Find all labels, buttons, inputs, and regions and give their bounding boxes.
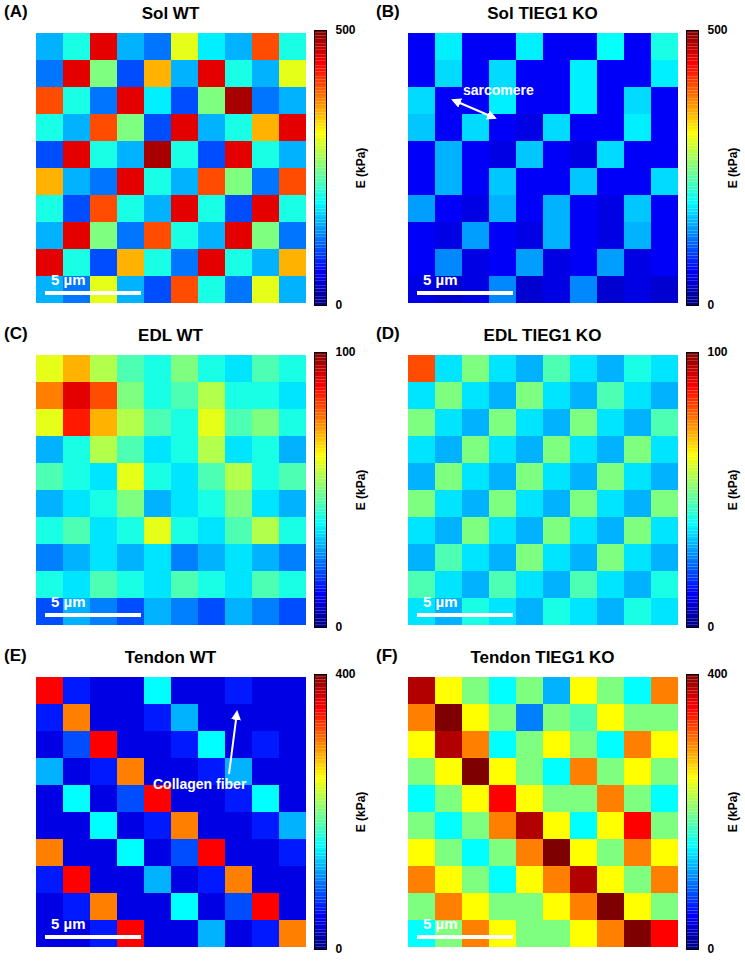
svg-text:400: 400 bbox=[708, 667, 728, 681]
svg-text:100: 100 bbox=[708, 345, 728, 359]
svg-text:500: 500 bbox=[708, 23, 728, 37]
svg-text:E (kPa): E (kPa) bbox=[354, 148, 368, 189]
html-text:Sol TIEG1 KO: Sol TIEG1 KO bbox=[487, 4, 598, 23]
html-text:5 µm: 5 µm bbox=[51, 915, 86, 932]
html-text:Sol WT: Sol WT bbox=[141, 4, 200, 23]
html-text:5 µm: 5 µm bbox=[423, 593, 458, 610]
html-text:Tendon WT: Tendon WT bbox=[124, 648, 217, 667]
svg-text:0: 0 bbox=[336, 942, 343, 956]
svg-text:0: 0 bbox=[708, 942, 715, 956]
svg-text:0: 0 bbox=[336, 620, 343, 634]
html-text:(C): (C) bbox=[4, 324, 28, 343]
html-text:5 µm: 5 µm bbox=[423, 271, 458, 288]
html-text:(B): (B) bbox=[376, 2, 400, 21]
html-text:5 µm: 5 µm bbox=[51, 271, 86, 288]
html-text:5 µm: 5 µm bbox=[423, 915, 458, 932]
html-text:sarcomere: sarcomere bbox=[463, 82, 534, 98]
svg-text:E (kPa): E (kPa) bbox=[354, 470, 368, 511]
html-text:(D): (D) bbox=[376, 324, 400, 343]
html-text:Collagen fiber: Collagen fiber bbox=[153, 776, 247, 792]
html-text:Tendon TIEG1 KO: Tendon TIEG1 KO bbox=[470, 648, 615, 667]
svg-text:E (kPa): E (kPa) bbox=[726, 792, 740, 833]
html-text:(E): (E) bbox=[4, 646, 27, 665]
svg-text:E (kPa): E (kPa) bbox=[726, 470, 740, 511]
svg-text:0: 0 bbox=[708, 298, 715, 312]
html-text:(A): (A) bbox=[4, 2, 28, 21]
svg-text:400: 400 bbox=[336, 667, 356, 681]
svg-text:E (kPa): E (kPa) bbox=[354, 792, 368, 833]
svg-text:E (kPa): E (kPa) bbox=[726, 148, 740, 189]
html-text:EDL TIEG1 KO: EDL TIEG1 KO bbox=[483, 326, 602, 345]
html-text:(F): (F) bbox=[376, 646, 398, 665]
html-text:EDL WT: EDL WT bbox=[138, 326, 203, 345]
svg-text:0: 0 bbox=[708, 620, 715, 634]
svg-text:100: 100 bbox=[336, 345, 356, 359]
svg-text:0: 0 bbox=[336, 298, 343, 312]
html-text:5 µm: 5 µm bbox=[51, 593, 86, 610]
svg-text:500: 500 bbox=[336, 23, 356, 37]
